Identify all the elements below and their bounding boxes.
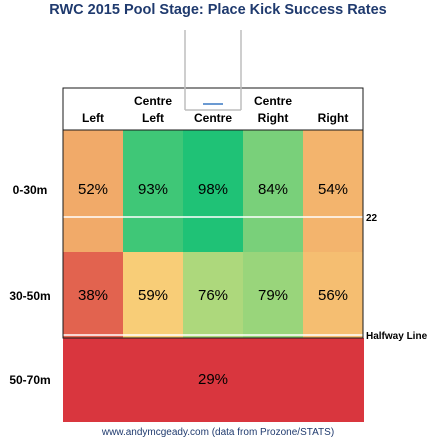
- heatmap-cell: [123, 252, 183, 338]
- column-label: Centre: [194, 111, 232, 125]
- heatmap-cell: [63, 252, 123, 338]
- row-label: 0-30m: [13, 183, 48, 197]
- line-22-label: 22: [366, 213, 378, 224]
- heatmap-cell: [123, 130, 183, 252]
- row-label: 50-70m: [9, 373, 50, 387]
- cell-value: 29%: [198, 371, 228, 388]
- column-label: Left: [82, 111, 104, 125]
- chart-title: RWC 2015 Pool Stage: Place Kick Success …: [49, 2, 387, 18]
- cell-value: 59%: [138, 287, 168, 304]
- cell-value: 52%: [78, 181, 108, 198]
- cell-value: 84%: [258, 181, 288, 198]
- column-label: Centre Left: [134, 94, 172, 125]
- heatmap-cell: [243, 252, 303, 338]
- cell-value: 79%: [258, 287, 288, 304]
- heatmap-cell: [63, 338, 364, 422]
- goal-posts: [62, 30, 364, 339]
- grid-border: [62, 129, 364, 339]
- halfway-line-label: Halfway Line: [366, 331, 428, 342]
- heatmap-cell: [183, 252, 243, 338]
- heatmap-cell: [243, 130, 303, 252]
- heatmap-cells: [62, 87, 364, 422]
- heatmap-cell: [303, 130, 363, 252]
- header-box: [62, 87, 364, 131]
- cell-value: 54%: [318, 181, 348, 198]
- column-label: Centre Right: [254, 94, 292, 125]
- cell-value: 38%: [78, 287, 108, 304]
- cell-value: 98%: [198, 181, 228, 198]
- cell-value: 93%: [138, 181, 168, 198]
- heatmap-cell: [183, 130, 243, 252]
- cell-value: 76%: [198, 287, 228, 304]
- column-label: Right: [318, 111, 349, 125]
- footer-credit: www.andymcgeady.com (data from Prozone/S…: [101, 427, 335, 438]
- heatmap-cell: [63, 130, 123, 252]
- cell-value: 56%: [318, 287, 348, 304]
- row-label: 30-50m: [9, 289, 50, 303]
- heatmap-labels: Left Centre Left Centre Centre Right Right 0-30…: [9, 94, 427, 388]
- heatmap-cell: [303, 252, 363, 338]
